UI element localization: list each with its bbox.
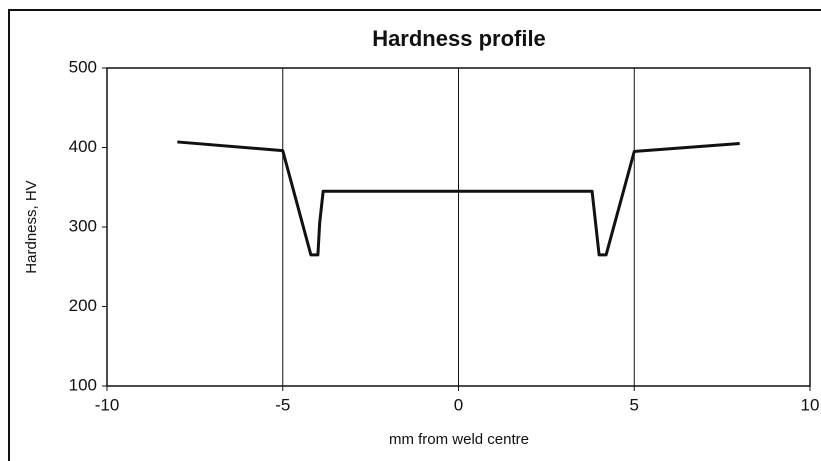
x-tick-label: 5: [630, 395, 639, 414]
y-axis-label: Hardness, HV: [23, 180, 40, 273]
data-line: [177, 140, 740, 257]
x-axis-label: mm from weld centre: [389, 431, 529, 448]
y-tick-label: 200: [69, 296, 97, 315]
y-tick-label: 400: [69, 137, 97, 156]
y-tick-label: 300: [69, 216, 97, 235]
chart-frame: [8, 9, 821, 461]
x-tick-label: -10: [95, 395, 120, 414]
x-tick-label: 10: [801, 395, 820, 414]
y-tick-label: 100: [69, 375, 97, 394]
x-tick-label: 0: [454, 395, 463, 414]
x-tick-label: -5: [275, 395, 290, 414]
y-tick-label: 500: [69, 57, 97, 76]
chart-title: Hardness profile: [372, 26, 546, 51]
